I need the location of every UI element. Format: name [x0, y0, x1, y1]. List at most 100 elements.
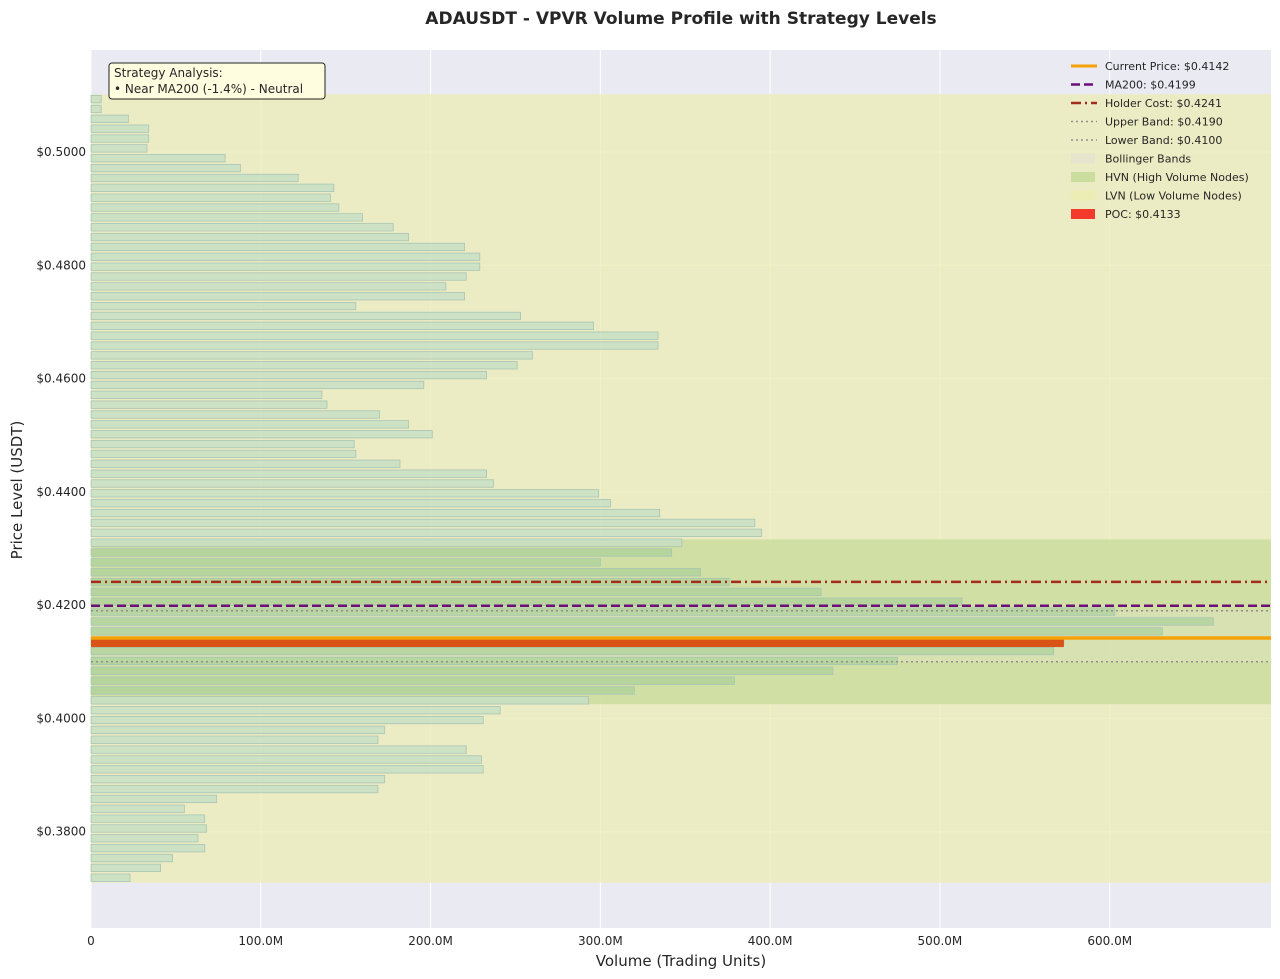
annotation-text: • Near MA200 (-1.4%) - Neutral — [114, 82, 303, 96]
volume-bar — [90, 853, 173, 863]
volume-bar — [90, 420, 409, 429]
y-axis-ticks: $0.3800 $0.4000 $0.4200 $0.4400 $0.4600 $0.48… — [36, 145, 86, 839]
volume-bar — [90, 587, 822, 597]
y-tick-label: $0.5000 — [36, 145, 86, 159]
legend-swatch — [1071, 153, 1095, 164]
volume-bar — [90, 863, 162, 873]
volume-bar — [90, 735, 379, 744]
volume-bar — [90, 449, 357, 459]
x-axis-label: Volume (Trading Units) — [596, 952, 766, 970]
strategy-analysis-box: Strategy Analysis: • Near MA200 (-1.4%) … — [108, 62, 326, 100]
volume-bar — [90, 311, 521, 321]
volume-bar — [90, 144, 148, 153]
x-tick-label: 200.0M — [408, 934, 453, 948]
volume-bar — [90, 784, 379, 794]
volume-bar — [90, 301, 357, 311]
volume-bar — [90, 666, 834, 675]
volume-bar — [90, 292, 465, 301]
volume-bar — [90, 282, 447, 291]
volume-bar — [90, 794, 218, 804]
volume-bar — [90, 469, 487, 478]
annotation-box — [108, 62, 326, 100]
legend-label: Current Price: $0.4142 — [1105, 60, 1229, 73]
volume-bar — [90, 341, 659, 350]
legend: Current Price: $0.4142 MA200: $0.4199 Hold… — [1071, 60, 1249, 221]
volume-bar — [90, 154, 226, 163]
volume-bar — [90, 351, 533, 360]
volume-bar — [90, 114, 129, 123]
volume-bar — [90, 223, 394, 232]
legend-label: MA200: $0.4199 — [1105, 79, 1196, 92]
volume-bar — [90, 627, 1163, 636]
volume-bar — [90, 242, 465, 252]
volume-bar — [90, 193, 331, 202]
volume-bar — [90, 459, 401, 468]
volume-bar — [90, 94, 102, 104]
x-tick-label: 400.0M — [748, 934, 793, 948]
x-tick-label: 500.0M — [918, 934, 963, 948]
legend-label: POC: $0.4133 — [1105, 208, 1181, 221]
volume-bar — [90, 548, 673, 557]
y-axis-label: Price Level (USDT) — [8, 421, 26, 560]
volume-bar — [90, 715, 484, 725]
volume-bar — [90, 814, 206, 823]
volume-bar — [90, 213, 364, 222]
volume-bar — [90, 656, 898, 666]
y-tick-label: $0.3800 — [36, 825, 86, 839]
annotation-title: Strategy Analysis: — [114, 66, 223, 80]
volume-bar — [90, 558, 601, 567]
legend-label: LVN (Low Volume Nodes) — [1105, 190, 1242, 203]
legend-swatch — [1071, 209, 1095, 219]
volume-bar — [90, 203, 340, 212]
legend-label: HVN (High Volume Nodes) — [1105, 171, 1249, 184]
volume-bar — [90, 834, 199, 843]
volume-bar — [90, 873, 131, 882]
volume-bars — [90, 94, 1214, 882]
legend-label: Bollinger Bands — [1105, 153, 1191, 166]
volume-bar — [90, 607, 1116, 616]
volume-bar — [90, 528, 763, 537]
volume-bar — [90, 775, 386, 784]
y-tick-label: $0.4000 — [36, 711, 86, 725]
volume-bar — [90, 538, 683, 547]
volume-bar — [90, 518, 756, 528]
volume-bar — [90, 824, 207, 833]
x-axis-ticks: 0 100.0M 200.0M 300.0M 400.0M 500.0M 600.0M — [87, 934, 1132, 948]
y-tick-label: $0.4600 — [36, 372, 86, 386]
volume-bar — [90, 400, 328, 409]
volume-bar — [90, 173, 299, 183]
legend-label: Holder Cost: $0.4241 — [1105, 97, 1222, 110]
x-tick-label: 0 — [87, 934, 95, 948]
legend-swatch — [1071, 172, 1095, 182]
volume-bar — [90, 272, 467, 281]
legend-label: Upper Band: $0.4190 — [1105, 116, 1223, 129]
chart-title: ADAUSDT - VPVR Volume Profile with Strat… — [425, 9, 936, 29]
volume-bar — [90, 380, 425, 390]
x-tick-label: 100.0M — [238, 934, 283, 948]
volume-bar — [90, 430, 433, 439]
volume-bar — [90, 765, 484, 774]
volume-bar — [90, 597, 963, 606]
volume-bar — [90, 104, 102, 114]
volume-bar — [90, 370, 487, 380]
volume-bar — [90, 331, 659, 340]
legend-swatch — [1071, 190, 1095, 201]
poc-bar — [91, 638, 1064, 648]
x-tick-label: 300.0M — [578, 934, 623, 948]
volume-bar — [90, 361, 518, 370]
volume-bar — [90, 124, 150, 133]
volume-bar — [90, 499, 611, 508]
volume-bar — [90, 696, 589, 705]
volume-bar — [90, 183, 335, 192]
y-tick-label: $0.4800 — [36, 258, 86, 272]
volume-bar — [90, 134, 150, 143]
volume-bar — [90, 321, 594, 330]
volume-bar — [90, 617, 1214, 626]
volume-bar — [90, 508, 661, 518]
volume-bar — [90, 252, 481, 261]
x-tick-label: 600.0M — [1087, 934, 1132, 948]
volume-bar — [90, 232, 409, 242]
volume-bar — [90, 163, 241, 173]
volume-bar — [90, 489, 600, 498]
